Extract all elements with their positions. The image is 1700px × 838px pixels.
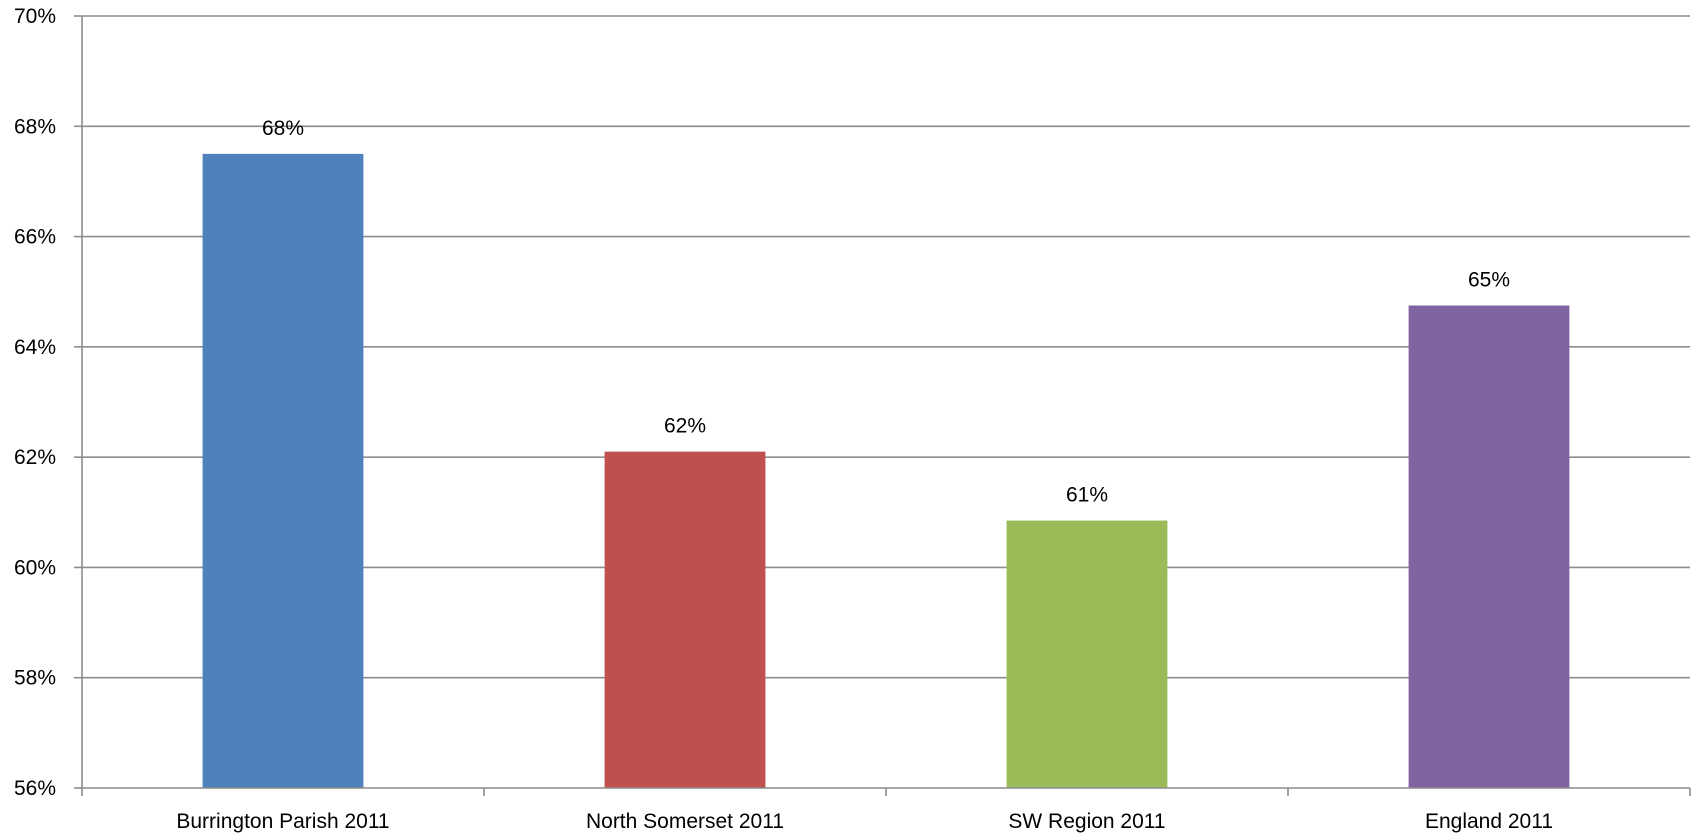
y-tick-label: 62% <box>14 446 56 469</box>
y-tick-label: 60% <box>14 556 56 579</box>
bar <box>1006 520 1168 788</box>
y-tick-label: 70% <box>14 5 56 28</box>
x-category-label: SW Region 2011 <box>1008 810 1165 833</box>
bar <box>1408 305 1570 788</box>
x-category-label: England 2011 <box>1425 810 1553 833</box>
data-label: 65% <box>1468 269 1510 292</box>
x-category-label: North Somerset 2011 <box>586 810 784 833</box>
x-category-label: Burrington Parish 2011 <box>176 810 389 833</box>
bars <box>202 153 1570 788</box>
bar <box>202 153 364 788</box>
labels: 56% 58% 60% 62% 64% 66% 68% 70% 68% Burrington Pa… <box>14 5 1553 833</box>
bar <box>604 451 766 788</box>
y-tick-label: 68% <box>14 115 56 138</box>
data-label: 68% <box>262 117 304 140</box>
axes <box>74 15 1691 796</box>
y-tick-label: 64% <box>14 336 56 359</box>
y-tick-label: 56% <box>14 777 56 800</box>
data-label: 62% <box>664 415 706 438</box>
y-tick-label: 66% <box>14 226 56 249</box>
y-tick-label: 58% <box>14 667 56 690</box>
data-label: 61% <box>1066 484 1108 507</box>
